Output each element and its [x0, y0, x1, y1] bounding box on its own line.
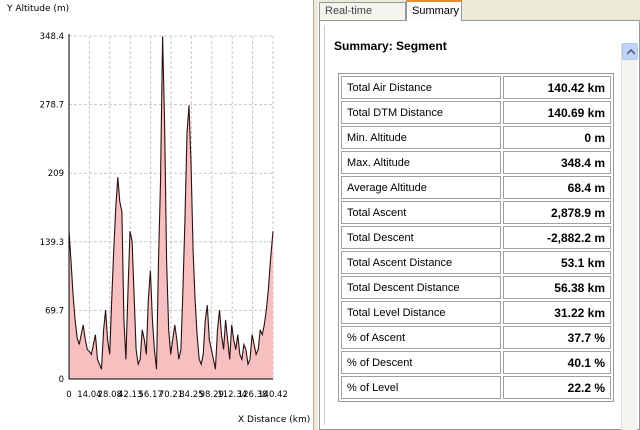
x-tick-label: 112.34	[217, 390, 247, 400]
summary-title: Summary: Segment	[334, 39, 447, 53]
table-row: Total Ascent Distance 53.1 km	[341, 251, 611, 274]
table-row: Total Level Distance 31.22 km	[341, 301, 611, 324]
stat-label: % of Level	[341, 376, 501, 399]
y-tick-label: 0	[59, 375, 64, 385]
stat-label: Max. Altitude	[341, 151, 501, 174]
y-tick-labels: 0 69.7 139.3 209 278.7 348.4	[40, 32, 64, 385]
table-row: Total Air Distance 140.42 km	[341, 76, 611, 99]
chevron-up-icon	[627, 49, 635, 55]
table-row: Average Altitude 68.4 m	[341, 176, 611, 199]
stat-value: 37.7 %	[503, 326, 611, 349]
summary-table: Total Air Distance 140.42 km Total DTM Dis…	[338, 73, 614, 402]
table-row: Total Descent Distance 56.38 km	[341, 276, 611, 299]
y-tick-label: 209	[48, 169, 64, 179]
stat-value: 53.1 km	[503, 251, 611, 274]
table-row: Total DTM Distance 140.69 km	[341, 101, 611, 124]
stat-label: Total Level Distance	[341, 301, 501, 324]
stat-value: 22.2 %	[503, 376, 611, 399]
altitude-area	[69, 36, 273, 380]
tab-real-time-profile[interactable]: Real-time Profile	[319, 2, 406, 34]
altitude-line	[68, 36, 274, 370]
pane-splitter[interactable]	[313, 0, 319, 430]
stat-label: % of Descent	[341, 351, 501, 374]
stat-value: 31.22 km	[503, 301, 611, 324]
table-row: Total Descent -2,882.2 m	[341, 226, 611, 249]
stat-value: -2,882.2 m	[503, 226, 611, 249]
x-tick-label: 28.08	[98, 390, 122, 400]
chart-plot-area	[68, 36, 274, 380]
x-tick-label: 42.13	[118, 390, 142, 400]
stat-label: Total Ascent	[341, 201, 501, 224]
table-row: Max. Altitude 348.4 m	[341, 151, 611, 174]
right-pane: Real-time Profile Summary Summary: Segme…	[319, 0, 640, 430]
x-tick-label: 126.38	[238, 390, 268, 400]
stat-label: % of Ascent	[341, 326, 501, 349]
scroll-up-button[interactable]	[622, 43, 638, 60]
profile-chart-pane: Y Altitude (m) X Distance (km) 0 69.7 139.…	[0, 0, 313, 430]
summary-panel: Summary: Segment Total Air Distance 140.4…	[319, 20, 640, 430]
table-row: % of Ascent 37.7 %	[341, 326, 611, 349]
tab-summary[interactable]: Summary	[406, 0, 462, 21]
stat-value: 0 m	[503, 126, 611, 149]
stat-label: Total Ascent Distance	[341, 251, 501, 274]
x-tick-label: 0	[66, 390, 71, 400]
stat-value: 140.42 km	[503, 76, 611, 99]
x-tick-label: 98.29	[200, 390, 224, 400]
stat-value: 2,878.9 m	[503, 201, 611, 224]
stat-label: Total Descent	[341, 226, 501, 249]
summary-content: Summary: Segment Total Air Distance 140.4…	[324, 25, 618, 425]
profile-chart: Y Altitude (m) X Distance (km) 0 69.7 139.…	[6, 4, 310, 425]
x-tick-label: 14.04	[77, 390, 101, 400]
y-tick-label: 69.7	[45, 306, 64, 316]
tab-strip: Real-time Profile Summary	[319, 0, 640, 34]
stat-label: Average Altitude	[341, 176, 501, 199]
x-tick-label: 84.25	[179, 390, 203, 400]
stat-value: 140.69 km	[503, 101, 611, 124]
stat-label: Total DTM Distance	[341, 101, 501, 124]
y-tick-label: 139.3	[40, 238, 64, 248]
y-tick-label: 278.7	[40, 101, 64, 111]
stat-value: 56.38 km	[503, 276, 611, 299]
x-axis-title: X Distance (km)	[238, 415, 310, 425]
x-tick-labels: 0 14.0428.0842.1356.1770.2184.2598.29112.…	[66, 390, 288, 400]
stat-value: 68.4 m	[503, 176, 611, 199]
stat-value: 348.4 m	[503, 151, 611, 174]
vertical-scrollbar[interactable]	[621, 43, 638, 430]
x-tick-label: 70.21	[159, 390, 183, 400]
table-row: Total Ascent 2,878.9 m	[341, 201, 611, 224]
stat-label: Total Descent Distance	[341, 276, 501, 299]
x-tick-label: 56.17	[138, 390, 162, 400]
table-row: % of Descent 40.1 %	[341, 351, 611, 374]
y-tick-label: 348.4	[40, 32, 64, 42]
stat-value: 40.1 %	[503, 351, 611, 374]
x-tick-label: 140.42	[258, 390, 288, 400]
stat-label: Total Air Distance	[341, 76, 501, 99]
chart-grid	[68, 35, 274, 380]
table-row: Min. Altitude 0 m	[341, 126, 611, 149]
chart-axes	[68, 34, 273, 380]
stat-label: Min. Altitude	[341, 126, 501, 149]
table-row: % of Level 22.2 %	[341, 376, 611, 399]
y-axis-title: Y Altitude (m)	[6, 4, 69, 14]
